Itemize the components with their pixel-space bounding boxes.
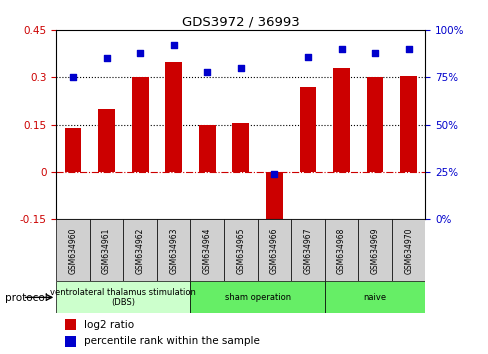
Bar (400, 76, 416, 172)
Bar (391, 219, 425, 281)
Bar (65, 319, 76, 330)
Bar (190, 219, 224, 281)
Bar (366, 78, 383, 172)
Bar (98, 109, 115, 172)
Point (304, 54, 311, 59)
Bar (165, 62, 182, 172)
Bar (232, 123, 249, 172)
Bar (90, 219, 123, 281)
Bar (190, 281, 324, 313)
Text: log2 ratio: log2 ratio (84, 320, 134, 330)
Text: ventrolateral thalamus stimulation
(DBS): ventrolateral thalamus stimulation (DBS) (50, 288, 196, 307)
Point (270, 171, 278, 177)
Bar (56, 219, 90, 281)
Bar (56, 281, 190, 313)
Bar (199, 125, 215, 172)
Text: GSM634965: GSM634965 (236, 227, 245, 274)
Text: GSM634964: GSM634964 (203, 227, 211, 274)
Bar (299, 87, 316, 172)
Point (136, 50, 144, 56)
Text: GSM634967: GSM634967 (303, 227, 312, 274)
Text: GSM634963: GSM634963 (169, 227, 178, 274)
Bar (265, 172, 282, 227)
Bar (257, 219, 290, 281)
Text: naive: naive (363, 293, 386, 302)
Point (404, 46, 412, 52)
Bar (358, 219, 391, 281)
Bar (157, 219, 190, 281)
Bar (65, 336, 76, 347)
Text: protocol: protocol (5, 293, 47, 303)
Text: sham operation: sham operation (224, 293, 290, 302)
Bar (290, 219, 324, 281)
Bar (324, 281, 425, 313)
Point (203, 69, 211, 75)
Text: GSM634969: GSM634969 (370, 227, 379, 274)
Point (370, 50, 378, 56)
Point (236, 65, 244, 71)
Text: GSM634968: GSM634968 (336, 227, 346, 274)
Text: GSM634962: GSM634962 (135, 227, 144, 274)
Point (69, 75, 77, 80)
Point (169, 42, 177, 48)
Point (102, 56, 110, 61)
Text: GSM634961: GSM634961 (102, 227, 111, 274)
Text: GSM634966: GSM634966 (269, 227, 278, 274)
Bar (324, 219, 358, 281)
Bar (64, 128, 81, 172)
Bar (332, 68, 349, 172)
Bar (224, 219, 257, 281)
Text: GSM634970: GSM634970 (403, 227, 412, 274)
Title: GDS3972 / 36993: GDS3972 / 36993 (182, 16, 299, 29)
Text: percentile rank within the sample: percentile rank within the sample (84, 336, 259, 346)
Text: GSM634960: GSM634960 (68, 227, 78, 274)
Bar (131, 78, 148, 172)
Point (337, 46, 345, 52)
Bar (123, 219, 157, 281)
